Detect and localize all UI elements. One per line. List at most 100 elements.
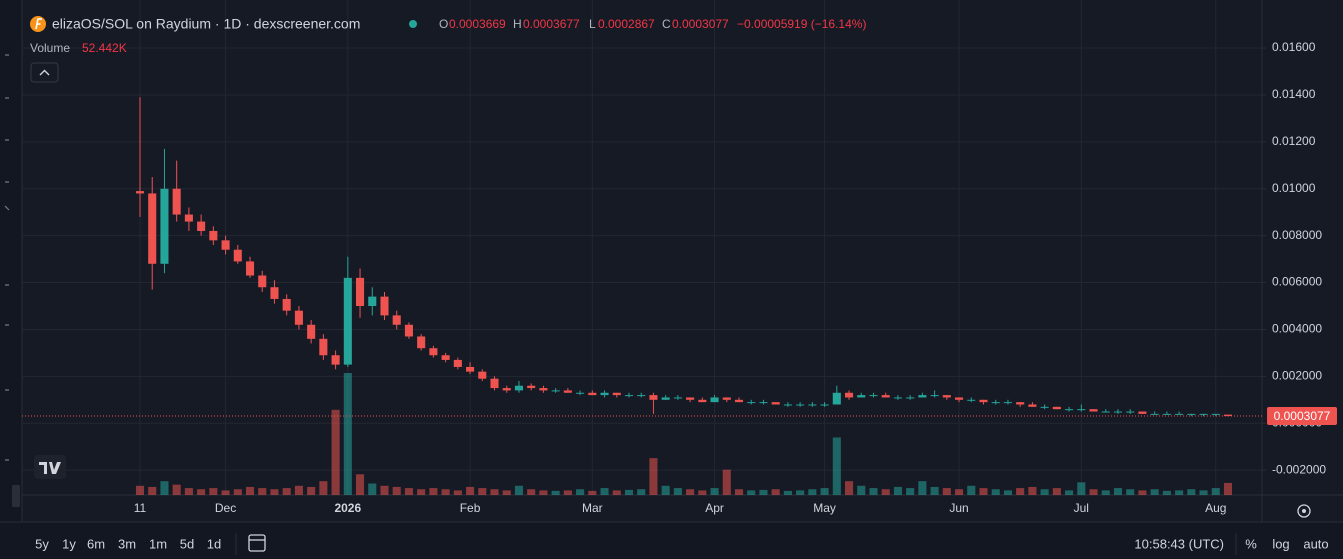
volume-bar <box>172 484 181 495</box>
volume-bar <box>551 490 560 495</box>
candle-body <box>1113 411 1123 413</box>
footer: 5y 1y 6m 3m 1m 5d 1d 10:58:43 (UTC)% log auto <box>35 536 1329 551</box>
candle-body <box>832 392 841 405</box>
volume-bar <box>771 489 780 495</box>
range-button[interactable]: 5y <box>35 536 49 551</box>
candle-body <box>759 402 768 404</box>
volume-bar <box>1126 489 1135 495</box>
volume-bar <box>1077 482 1086 495</box>
volume-bar <box>233 489 242 495</box>
y-tick-label: 0.008000 <box>1272 228 1322 242</box>
candle-body <box>722 397 731 400</box>
scale-option[interactable]: auto <box>1303 536 1328 551</box>
candle-body <box>844 392 854 398</box>
scale-option[interactable]: % <box>1245 536 1257 551</box>
volume-bar <box>539 490 548 495</box>
candle-body <box>783 404 792 406</box>
candle-body <box>734 399 744 403</box>
volume-bar <box>649 458 658 495</box>
volume-bar <box>1065 490 1074 495</box>
axes: 0.01600 0.01400 0.01200 0.01000 0.008000 0.00… <box>22 40 1337 515</box>
volume-bar <box>698 490 707 495</box>
candle-body <box>893 397 902 399</box>
x-tick-label: Aug <box>1205 501 1226 515</box>
candle-body <box>282 298 291 311</box>
x-tick-label: 2026 <box>334 501 361 515</box>
volume-bar <box>1113 488 1123 495</box>
range-button[interactable]: 6m <box>87 536 105 551</box>
volume-bar <box>881 489 890 495</box>
volume-bar <box>1211 488 1220 495</box>
candle-body <box>942 395 951 398</box>
volume-bar <box>245 486 255 495</box>
candle-body <box>197 221 206 231</box>
volume-bar <box>1101 490 1110 495</box>
volume-bar <box>441 489 450 495</box>
range-button[interactable]: 3m <box>118 536 136 551</box>
volume-bar <box>722 469 731 495</box>
ohlc-key: L <box>589 17 596 31</box>
candle-body <box>184 214 193 222</box>
volume-bar <box>673 488 682 495</box>
settings-icon <box>1302 509 1306 513</box>
candle-body <box>967 399 976 401</box>
volume-bar <box>221 490 230 495</box>
volume-bar <box>502 490 511 495</box>
candle-body <box>417 336 426 349</box>
y-tick-label: -0.002000 <box>1272 462 1326 476</box>
candle-body <box>1003 402 1012 404</box>
volume-bar <box>844 481 854 495</box>
volume-bar <box>184 488 193 495</box>
range-button[interactable]: 5d <box>180 536 194 551</box>
volume-bar <box>197 489 206 495</box>
volume-bar <box>270 489 279 495</box>
x-tick-label: Dec <box>215 501 236 515</box>
volume-bar <box>514 485 524 495</box>
volume-bar <box>1040 489 1049 495</box>
ohlc-change: −0.00005919 (−16.14%) <box>737 17 866 31</box>
volume-bar <box>209 488 218 495</box>
candle-body <box>612 392 621 396</box>
volume-bar <box>368 483 377 495</box>
ohlc-open: 0.0003669 <box>449 17 506 31</box>
volume-bar <box>282 488 291 495</box>
candle-body <box>1052 406 1061 410</box>
calendar-button[interactable] <box>248 534 266 552</box>
ohlc-close: 0.0003077 <box>672 17 729 31</box>
scale-option[interactable]: log <box>1272 536 1289 551</box>
volume-bar <box>612 490 621 495</box>
candle-body <box>258 275 267 288</box>
candle-body <box>441 355 450 360</box>
volume-bar <box>808 489 817 495</box>
x-tick-label: May <box>813 501 836 515</box>
side-toolbar <box>4 54 10 461</box>
candle-body <box>221 240 230 250</box>
candle-body <box>747 402 756 404</box>
candle-body <box>955 397 964 400</box>
candle-body <box>991 402 1000 404</box>
volume-bar <box>869 488 878 495</box>
status-dot <box>409 20 417 28</box>
candle-body <box>979 399 988 403</box>
y-tick-label: 0.01000 <box>1272 181 1316 195</box>
side-toggle[interactable] <box>12 485 20 507</box>
volume-bar <box>343 373 352 495</box>
clock[interactable]: 10:58:43 (UTC) <box>1134 536 1224 551</box>
collapse-button[interactable] <box>30 62 59 83</box>
range-button[interactable]: 1m <box>149 536 167 551</box>
volume-bar <box>478 488 487 495</box>
logo-glyph <box>35 18 42 30</box>
volume-bar <box>930 486 939 495</box>
range-button[interactable]: 1y <box>62 536 76 551</box>
chart-pane <box>22 0 1343 522</box>
volume-bar <box>1162 490 1171 495</box>
volume-bar <box>404 488 413 495</box>
settings-button[interactable] <box>1297 504 1311 518</box>
candle-body <box>466 366 475 372</box>
candle-body <box>294 310 303 325</box>
range-button[interactable]: 1d <box>207 536 221 551</box>
volume-bar <box>796 490 805 495</box>
candle-body <box>1150 413 1159 415</box>
volume-bar <box>453 490 462 495</box>
tv-logo-bg <box>34 455 66 479</box>
